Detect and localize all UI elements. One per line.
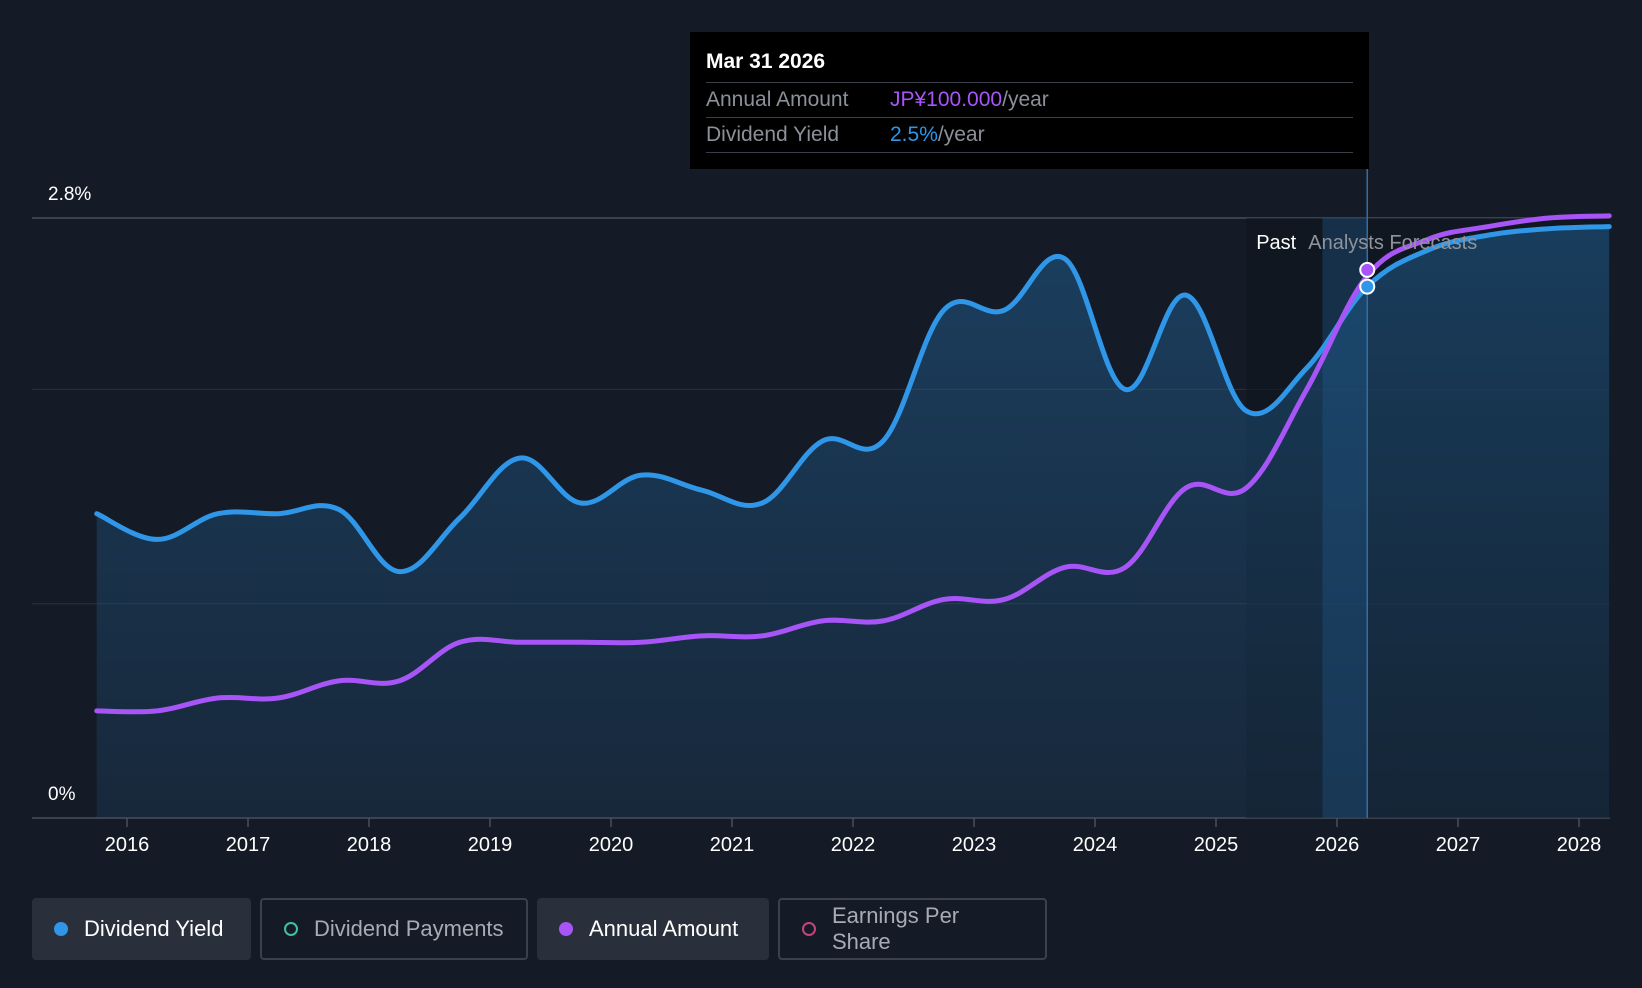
x-tick-label: 2021 (710, 834, 755, 856)
legend-label: Dividend Payments (314, 916, 504, 941)
tooltip-annual-amount-unit: /year (1002, 88, 1049, 111)
legend-earnings-per-share-button[interactable]: Earnings Per Share (778, 898, 1047, 960)
legend-label: Earnings Per Share (831, 903, 960, 954)
x-tick-label: 2016 (105, 834, 150, 856)
legend-annual-amount-button[interactable]: Annual Amount (537, 898, 769, 960)
legend-dot-icon (559, 922, 573, 936)
dividend-yield-area (96, 226, 1610, 819)
legend: Dividend Yield Dividend Payments Annual … (32, 898, 1047, 960)
tooltip-dividend-yield-value: 2.5% (890, 123, 938, 146)
legend-dot-icon (54, 922, 68, 936)
legend-dot-icon (802, 922, 816, 936)
x-tick-label: 2023 (952, 834, 997, 856)
x-tick-label: 2019 (468, 834, 513, 856)
x-tick-label: 2024 (1073, 834, 1118, 856)
x-tick-label: 2018 (347, 834, 392, 856)
dividend-yield-line (94, 224, 1612, 575)
x-tick-label: 2027 (1436, 834, 1481, 856)
tooltip-date: Mar 31 2026 (706, 46, 1353, 83)
annual-amount-line (94, 213, 1612, 715)
past-label: Past (1256, 232, 1296, 254)
legend-dot-icon (284, 922, 298, 936)
tooltip: Mar 31 2026 Annual Amount JP¥100.000 /ye… (690, 32, 1369, 169)
x-tick-label: 2028 (1557, 834, 1602, 856)
x-tick-label: 2022 (831, 834, 876, 856)
x-tick-label: 2025 (1194, 834, 1239, 856)
dividend-yield-marker (1359, 278, 1376, 295)
legend-dividend-payments-button[interactable]: Dividend Payments (260, 898, 528, 960)
y-axis-max-label: 2.8% (48, 184, 92, 205)
x-tick-label: 2026 (1315, 834, 1360, 856)
legend-label: Annual Amount (589, 916, 739, 941)
tooltip-dividend-yield-unit: /year (937, 123, 985, 146)
tooltip-dividend-yield-label: Dividend Yield (706, 123, 840, 146)
tooltip-dividend-yield-row: Dividend Yield 2.5% /year (706, 118, 1353, 153)
tooltip-annual-amount-label: Annual Amount (706, 88, 849, 111)
forecast-label: Analysts Forecasts (1308, 232, 1477, 254)
y-axis-min-label: 0% (48, 784, 76, 805)
annual-amount-marker (1359, 261, 1376, 278)
x-tick-label: 2017 (226, 834, 271, 856)
legend-dividend-yield-button[interactable]: Dividend Yield (32, 898, 251, 960)
tooltip-annual-amount-row: Annual Amount JP¥100.000 /year (706, 83, 1353, 118)
tooltip-annual-amount-value: JP¥100.000 (890, 88, 1003, 111)
x-tick-label: 2020 (589, 834, 634, 856)
legend-label: Dividend Yield (84, 916, 224, 941)
